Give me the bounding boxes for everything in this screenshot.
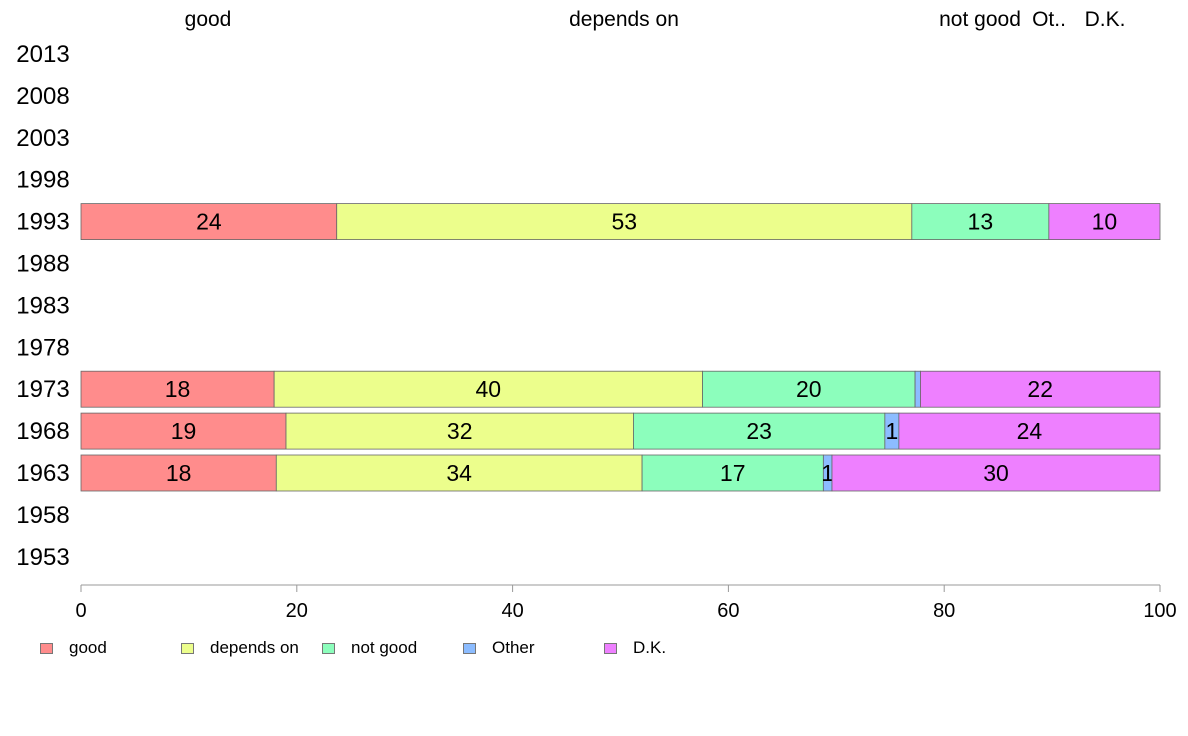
category-label: 2003 (16, 125, 69, 152)
legend-label: good (69, 638, 107, 657)
legend-label: not good (351, 638, 418, 657)
bar-segment (1048, 203, 1161, 241)
bar-segment (80, 203, 338, 241)
x-tick-label: 80 (933, 600, 955, 622)
bar-segment (898, 412, 1161, 450)
x-tick-label: 40 (501, 600, 523, 622)
legend-label: D.K. (633, 638, 667, 657)
category-label: 1998 (16, 167, 69, 194)
data-label: 17 (720, 460, 746, 486)
legend-label: depends on (210, 638, 299, 657)
bar-segment (702, 370, 916, 408)
bar-segment (80, 370, 275, 408)
data-label: 1 (885, 418, 898, 444)
data-label: 20 (796, 376, 822, 402)
category-label: 2008 (16, 83, 69, 110)
bar-segment (920, 370, 1161, 408)
data-label: 1 (821, 460, 834, 486)
bar-segment (914, 370, 921, 408)
bar-segment (911, 203, 1050, 241)
data-label: 18 (165, 376, 191, 402)
data-label: 24 (1017, 418, 1043, 444)
category-label: 1963 (16, 460, 69, 487)
category-label: 1978 (16, 334, 69, 361)
x-tick-label: 0 (75, 600, 86, 622)
legend-swatch (181, 642, 194, 654)
legend-item: good (40, 638, 107, 658)
data-label: 22 (1027, 376, 1053, 402)
data-label: 30 (983, 460, 1009, 486)
data-label: 18 (166, 460, 192, 486)
category-label: 1968 (16, 418, 69, 445)
legend-swatch (322, 642, 335, 654)
top-column-label: not good (939, 8, 1021, 31)
legend-swatch (40, 642, 53, 654)
legend-swatch (604, 642, 617, 654)
top-column-label: good (185, 8, 232, 31)
bar-segment (80, 412, 287, 450)
data-label: 40 (476, 376, 502, 402)
legend-swatch (463, 642, 476, 654)
x-tick-label: 20 (286, 600, 308, 622)
data-label: 53 (611, 209, 637, 235)
data-label: 23 (746, 418, 772, 444)
bar-segment (336, 203, 913, 241)
bar-segment (285, 412, 634, 450)
data-label: 24 (196, 209, 222, 235)
category-label: 1973 (16, 376, 69, 403)
bar-segment (275, 454, 643, 492)
category-label: 2013 (16, 41, 69, 68)
bar-segment (273, 370, 703, 408)
category-label: 1953 (16, 544, 69, 571)
data-label: 13 (968, 209, 994, 235)
x-tick-label: 60 (717, 600, 739, 622)
top-column-label: D.K. (1085, 8, 1126, 31)
bar-segment (80, 454, 277, 492)
top-column-label: depends on (569, 8, 679, 31)
category-label: 1988 (16, 251, 69, 278)
legend-item: not good (322, 638, 417, 658)
data-label: 10 (1092, 209, 1118, 235)
data-label: 19 (171, 418, 197, 444)
bar-segment (831, 454, 1161, 492)
legend-label: Other (492, 638, 535, 657)
category-label: 1958 (16, 502, 69, 529)
category-label: 1993 (16, 209, 69, 236)
data-label: 34 (446, 460, 472, 486)
top-column-label: Ot.. (1032, 8, 1066, 31)
category-label: 1983 (16, 292, 69, 319)
legend-item: depends on (181, 638, 299, 658)
legend-item: D.K. (604, 638, 666, 658)
legend: good depends on not good Other D.K. (40, 638, 740, 660)
x-tick-label: 100 (1143, 600, 1176, 622)
legend-item: Other (463, 638, 535, 658)
data-label: 32 (447, 418, 473, 444)
bar-segment (641, 454, 824, 492)
